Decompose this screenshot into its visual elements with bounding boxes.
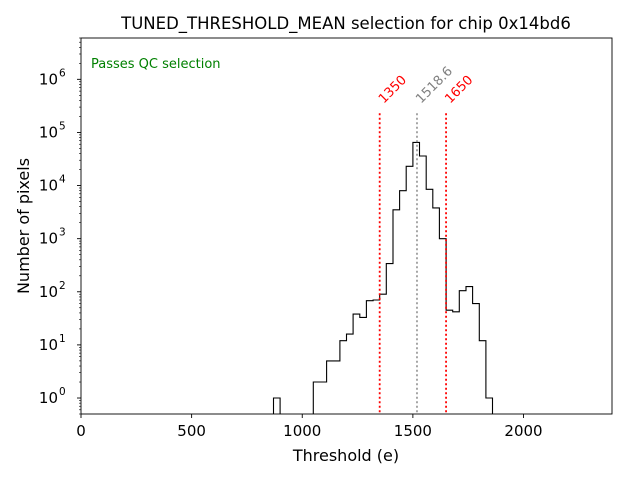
y-tick-exponent: 2 [59,280,66,292]
qc-annotation: Passes QC selection [91,57,221,72]
x-tick-label: 1000 [283,422,321,440]
x-tick-label: 0 [76,422,86,440]
y-tick-label: 10 [39,283,58,301]
y-tick-exponent: 1 [59,333,66,345]
y-tick-label: 10 [39,123,58,141]
y-tick-label: 10 [39,177,58,195]
y-tick-label: 10 [39,336,58,354]
y-tick-label: 10 [39,389,58,407]
histogram-outline [272,141,494,414]
y-tick-exponent: 6 [59,67,66,79]
x-tick-label: 500 [177,422,206,440]
axes-frame [80,37,613,415]
x-tick-label: 1500 [394,422,432,440]
y-tick-label: 10 [39,230,58,248]
x-axis-label: Threshold (e) [292,446,399,465]
y-tick-exponent: 0 [59,386,66,398]
y-tick-exponent: 5 [59,120,66,132]
chart-title: TUNED_THRESHOLD_MEAN selection for chip … [120,14,571,34]
y-axis-label: Number of pixels [14,158,33,294]
y-tick-exponent: 3 [59,227,66,239]
x-tick-label: 2000 [504,422,542,440]
y-tick-exponent: 4 [59,174,66,186]
y-tick-label: 10 [39,70,58,88]
